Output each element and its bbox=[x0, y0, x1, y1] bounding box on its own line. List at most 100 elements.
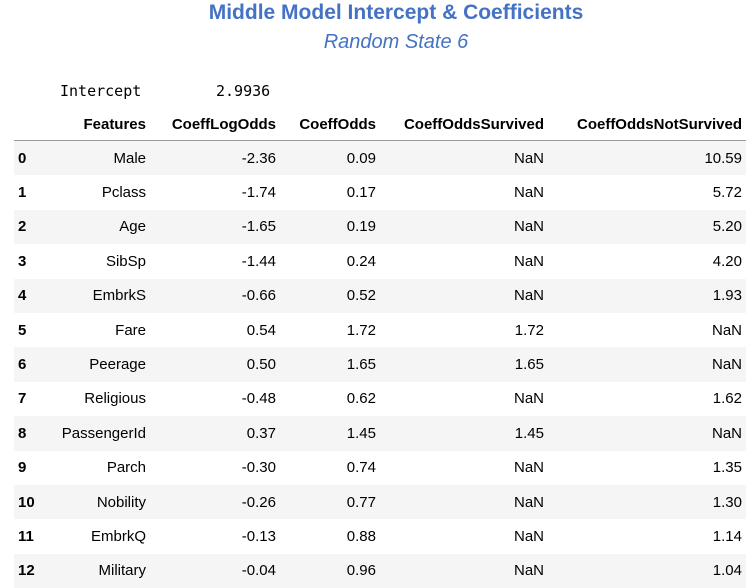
coeff-odds-survived-cell: NaN bbox=[380, 279, 548, 313]
coeff-odds-not-survived-cell: 10.59 bbox=[548, 141, 746, 176]
coeff-odds-not-survived-cell: 1.04 bbox=[548, 554, 746, 588]
row-index: 6 bbox=[14, 347, 52, 381]
row-index: 1 bbox=[14, 175, 52, 209]
row-index: 10 bbox=[14, 485, 52, 519]
coeff-log-odds-cell: -0.48 bbox=[150, 382, 280, 416]
coeff-odds-cell: 1.72 bbox=[280, 313, 380, 347]
feature-name: Age bbox=[52, 210, 150, 244]
row-index: 4 bbox=[14, 279, 52, 313]
coeff-odds-cell: 0.52 bbox=[280, 279, 380, 313]
coeff-odds-cell: 0.62 bbox=[280, 382, 380, 416]
page-title: Middle Model Intercept & Coefficients bbox=[0, 1, 746, 25]
coeff-odds-survived-cell: NaN bbox=[380, 519, 548, 553]
column-header-features: Features bbox=[52, 108, 150, 141]
feature-name: Nobility bbox=[52, 485, 150, 519]
row-index: 0 bbox=[14, 141, 52, 176]
coeff-odds-survived-cell: NaN bbox=[380, 141, 548, 176]
feature-name: PassengerId bbox=[52, 416, 150, 450]
row-index: 12 bbox=[14, 554, 52, 588]
coeff-log-odds-cell: -0.13 bbox=[150, 519, 280, 553]
coeff-odds-survived-cell: NaN bbox=[380, 210, 548, 244]
feature-name: Military bbox=[52, 554, 150, 588]
row-index: 9 bbox=[14, 451, 52, 485]
intercept-label: Intercept bbox=[60, 82, 141, 100]
table-header-row: Features CoeffLogOdds CoeffOdds CoeffOdd… bbox=[14, 108, 746, 141]
feature-name: EmbrkQ bbox=[52, 519, 150, 553]
row-index: 3 bbox=[14, 244, 52, 278]
coeff-log-odds-cell: -2.36 bbox=[150, 141, 280, 176]
coeff-odds-not-survived-cell: NaN bbox=[548, 416, 746, 450]
feature-name: Fare bbox=[52, 313, 150, 347]
column-header-coeff-odds-not-survived: CoeffOddsNotSurvived bbox=[548, 108, 746, 141]
coeff-odds-cell: 0.74 bbox=[280, 451, 380, 485]
column-header-coeff-odds-survived: CoeffOddsSurvived bbox=[380, 108, 548, 141]
coeff-odds-survived-cell: NaN bbox=[380, 451, 548, 485]
row-index: 2 bbox=[14, 210, 52, 244]
row-index: 8 bbox=[14, 416, 52, 450]
coeff-odds-not-survived-cell: 1.62 bbox=[548, 382, 746, 416]
coeff-odds-cell: 0.96 bbox=[280, 554, 380, 588]
feature-name: EmbrkS bbox=[52, 279, 150, 313]
coeff-log-odds-cell: -0.66 bbox=[150, 279, 280, 313]
column-header-index bbox=[14, 108, 52, 141]
row-index: 11 bbox=[14, 519, 52, 553]
page-subtitle: Random State 6 bbox=[0, 31, 746, 54]
coeff-log-odds-cell: -1.44 bbox=[150, 244, 280, 278]
coeff-odds-survived-cell: 1.72 bbox=[380, 313, 548, 347]
coeff-odds-not-survived-cell: 1.30 bbox=[548, 485, 746, 519]
coeff-log-odds-cell: -1.74 bbox=[150, 175, 280, 209]
coeff-odds-not-survived-cell: 1.14 bbox=[548, 519, 746, 553]
coeff-odds-not-survived-cell: 5.72 bbox=[548, 175, 746, 209]
coeff-odds-not-survived-cell: NaN bbox=[548, 347, 746, 381]
coeff-odds-survived-cell: NaN bbox=[380, 175, 548, 209]
coeff-odds-cell: 0.17 bbox=[280, 175, 380, 209]
coeff-odds-cell: 0.24 bbox=[280, 244, 380, 278]
coeff-odds-cell: 0.19 bbox=[280, 210, 380, 244]
coeff-odds-cell: 0.88 bbox=[280, 519, 380, 553]
coeff-log-odds-cell: -0.04 bbox=[150, 554, 280, 588]
coeff-log-odds-cell: -0.26 bbox=[150, 485, 280, 519]
coeff-odds-not-survived-cell: NaN bbox=[548, 313, 746, 347]
coeff-odds-not-survived-cell: 4.20 bbox=[548, 244, 746, 278]
coeff-odds-not-survived-cell: 5.20 bbox=[548, 210, 746, 244]
coeff-odds-survived-cell: NaN bbox=[380, 244, 548, 278]
row-index: 5 bbox=[14, 313, 52, 347]
column-header-coeff-odds: CoeffOdds bbox=[280, 108, 380, 141]
coeff-odds-not-survived-cell: 1.35 bbox=[548, 451, 746, 485]
row-index: 7 bbox=[14, 382, 52, 416]
feature-name: Male bbox=[52, 141, 150, 176]
coeff-odds-not-survived-cell: 1.93 bbox=[548, 279, 746, 313]
column-header-coeff-log-odds: CoeffLogOdds bbox=[150, 108, 280, 141]
coeff-log-odds-cell: -0.30 bbox=[150, 451, 280, 485]
coeff-odds-cell: 1.45 bbox=[280, 416, 380, 450]
coeff-odds-survived-cell: NaN bbox=[380, 382, 548, 416]
coeff-odds-survived-cell: 1.45 bbox=[380, 416, 548, 450]
coeff-log-odds-cell: 0.54 bbox=[150, 313, 280, 347]
intercept-value: 2.9936 bbox=[216, 82, 270, 100]
coeff-odds-survived-cell: NaN bbox=[380, 485, 548, 519]
coeff-odds-survived-cell: NaN bbox=[380, 554, 548, 588]
feature-name: Religious bbox=[52, 382, 150, 416]
coefficients-table: Features CoeffLogOdds CoeffOdds CoeffOdd… bbox=[14, 108, 746, 588]
coeff-odds-survived-cell: 1.65 bbox=[380, 347, 548, 381]
coeff-odds-cell: 0.09 bbox=[280, 141, 380, 176]
coeff-log-odds-cell: 0.50 bbox=[150, 347, 280, 381]
coeff-odds-cell: 0.77 bbox=[280, 485, 380, 519]
coeff-odds-cell: 1.65 bbox=[280, 347, 380, 381]
feature-name: Peerage bbox=[52, 347, 150, 381]
feature-name: SibSp bbox=[52, 244, 150, 278]
